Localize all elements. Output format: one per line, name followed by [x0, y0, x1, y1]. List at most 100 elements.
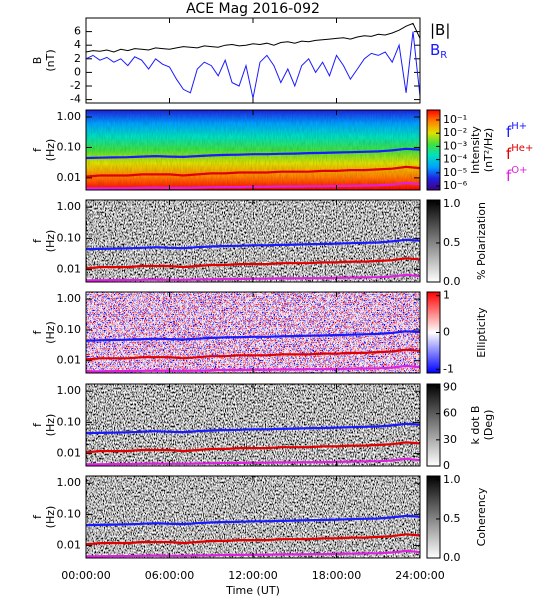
y-axis-label: (Hz) [44, 506, 57, 529]
series-line [85, 533, 421, 546]
series-line [85, 238, 421, 251]
legend-entry: fH+ [506, 121, 527, 141]
y-tick-label: 0.10 [57, 323, 82, 336]
colorbar-tick-label: 1 [443, 289, 450, 302]
colorbar-label: Intensity [469, 126, 482, 174]
y-axis-label: (Hz) [44, 321, 57, 344]
colorbar-tick-label: 90 [443, 380, 457, 393]
spectrogram-texture [86, 110, 420, 190]
colorbar-tick-label: 10⁻³ [443, 139, 467, 152]
colorbar-label: Coherency [475, 487, 488, 546]
colorbar-tick-label: 60 [443, 407, 457, 420]
legend-subscript: R [440, 50, 447, 61]
legend-label: B [430, 41, 440, 59]
spectrogram-background [86, 384, 420, 466]
y-axis-label: f [31, 238, 44, 243]
y-axis-label: f [31, 514, 44, 519]
x-tick-label: 24:00:00 [395, 569, 444, 582]
colorbar-tick-label: 0.5 [443, 512, 461, 525]
spectrogram-background [86, 292, 420, 373]
colorbar-tick-label: 10⁻⁴ [443, 153, 468, 166]
y-tick-label: 0.10 [57, 507, 82, 520]
y-axis-label: f [31, 329, 44, 334]
x-tick-label: 12:00:00 [228, 569, 277, 582]
colorbar-label: (nT²/Hz) [482, 128, 495, 172]
y-tick-label: 1.00 [57, 200, 82, 213]
series-line [85, 147, 421, 160]
series-line [85, 514, 421, 527]
legend-symbol: f [506, 145, 512, 163]
y-tick-label: 0.01 [57, 354, 82, 367]
colorbar-label: % Polarization [475, 202, 488, 280]
legend-symbol: f [506, 123, 512, 141]
colorbar-tick-label: 10⁻¹ [443, 113, 467, 126]
x-axis-label: Time (UT) [225, 584, 280, 597]
y-axis-label: (nT) [44, 49, 57, 71]
colorbar-tick-label: 1.0 [443, 473, 461, 486]
colorbar-tick-label: 0.5 [443, 236, 461, 249]
series-line [85, 257, 421, 270]
y-tick-label: 0.01 [57, 539, 82, 552]
colorbar [426, 199, 441, 283]
y-tick-label: 0 [74, 65, 81, 78]
y-tick-label: 1.00 [57, 110, 82, 123]
y-tick-label: 1.00 [57, 384, 82, 397]
y-tick-label: -4 [70, 93, 81, 106]
colorbar-tick-label: 30 [443, 433, 457, 446]
series-line [85, 348, 421, 361]
colorbar-tick-label: -1 [443, 362, 454, 375]
y-axis-label: f [31, 422, 44, 427]
colorbar-tick-label: 0 [443, 326, 450, 339]
y-axis-label: B [31, 57, 44, 65]
spectrogram-background [86, 200, 420, 282]
legend-entry: fHe+ [506, 143, 533, 163]
y-tick-label: 4 [74, 38, 81, 51]
series-line [85, 422, 421, 435]
colorbar-label: Ellipticity [475, 307, 488, 358]
series-line [85, 165, 421, 178]
y-tick-label: 2 [74, 52, 81, 65]
colorbar [426, 383, 441, 467]
colorbar-label: k dot B [469, 406, 482, 445]
colorbar-tick-label: 10⁻² [443, 126, 467, 139]
colorbar-tick-label: 10⁻⁵ [443, 166, 467, 179]
legend-entry: |B| [430, 21, 450, 39]
y-tick-label: 0.01 [57, 263, 82, 276]
series-line [85, 31, 421, 99]
y-tick-label: 1.00 [57, 476, 82, 489]
y-tick-label: 0.01 [57, 447, 82, 460]
colorbar-tick-label: 0 [443, 459, 450, 472]
y-axis-label: (Hz) [44, 230, 57, 253]
y-tick-label: 0.10 [57, 415, 82, 428]
colorbar-tick-label: 1.0 [443, 197, 461, 210]
legend-subscript: He+ [511, 143, 533, 154]
x-tick-label: 00:00:00 [61, 569, 110, 582]
x-tick-label: 18:00:00 [312, 569, 361, 582]
plot-frame [85, 17, 421, 104]
y-tick-label: 0.10 [57, 231, 82, 244]
legend-subscript: H+ [511, 121, 527, 132]
y-axis-label: f [31, 147, 44, 152]
y-axis-label: (Hz) [44, 139, 57, 162]
colorbar-tick-label: 10⁻⁶ [443, 179, 468, 192]
y-tick-label: 0.01 [57, 171, 82, 184]
x-tick-label: 06:00:00 [145, 569, 194, 582]
colorbar-label: (Deg) [482, 410, 495, 441]
legend-subscript: O+ [511, 165, 527, 176]
colorbar [426, 475, 441, 559]
y-axis-label: (Hz) [44, 414, 57, 437]
y-tick-label: 0.10 [57, 140, 82, 153]
y-tick-label: 6 [74, 25, 81, 38]
legend-entry: BR [430, 41, 447, 62]
y-tick-label: -2 [70, 79, 81, 92]
colorbar-tick-label: 0.0 [443, 551, 461, 564]
legend-label: |B| [430, 21, 450, 39]
colorbar [426, 109, 441, 191]
colorbar-tick-label: 0.0 [443, 275, 461, 288]
spectrogram-background [86, 476, 420, 558]
series-line [85, 330, 421, 342]
legend-entry: fO+ [506, 165, 528, 185]
chart-title: ACE Mag 2016-092 [186, 1, 320, 17]
series-line [85, 22, 421, 53]
